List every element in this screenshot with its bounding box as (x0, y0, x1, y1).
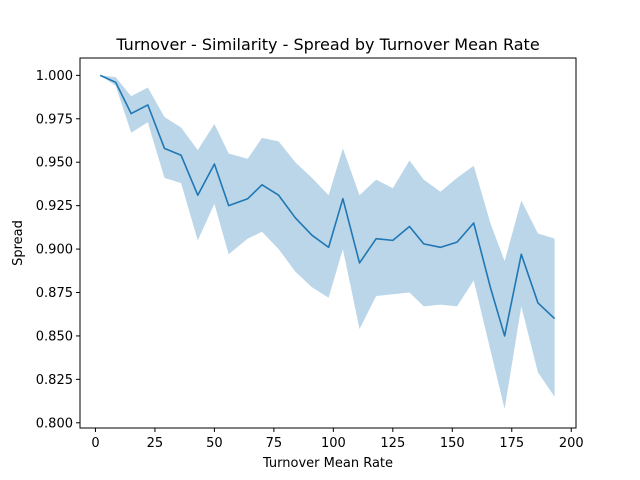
confidence-band (100, 75, 555, 409)
y-axis-label: Spread (11, 220, 26, 266)
y-tick-label: 0.950 (36, 156, 73, 171)
y-tick-label: 0.900 (36, 243, 73, 258)
y-tick-label: 1.000 (36, 69, 73, 84)
y-tick-label: 0.800 (36, 416, 73, 431)
y-tick-label: 0.875 (36, 286, 73, 301)
plot-frame (79, 57, 577, 429)
plot-area (79, 57, 577, 429)
x-tick-label: 125 (380, 436, 405, 451)
x-tick-label: 175 (499, 436, 524, 451)
x-tick-label: 150 (440, 436, 465, 451)
y-tick-label: 0.925 (36, 199, 73, 214)
x-tick-label: 0 (91, 436, 99, 451)
y-tick-label: 0.850 (36, 329, 73, 344)
x-tick-label: 75 (266, 436, 283, 451)
y-axis: 0.800 0.825 0.850 0.875 0.900 0.925 0.950 0.975… (36, 69, 80, 431)
y-tick-label: 0.825 (36, 373, 73, 388)
x-tick-label: 100 (321, 436, 346, 451)
x-axis: 0 25 50 75 100 125 150 175 200 (91, 428, 584, 451)
confidence-band-layer (100, 75, 555, 409)
y-tick-label: 0.975 (36, 112, 73, 127)
chart-title: Turnover - Similarity - Spread by Turnov… (115, 35, 539, 54)
series-line (99, 74, 556, 337)
x-tick-label: 50 (206, 436, 223, 451)
x-tick-label: 25 (147, 436, 164, 451)
series-line-layer (99, 74, 556, 337)
x-tick-label: 200 (559, 436, 584, 451)
x-axis-label: Turnover Mean Rate (262, 456, 393, 471)
